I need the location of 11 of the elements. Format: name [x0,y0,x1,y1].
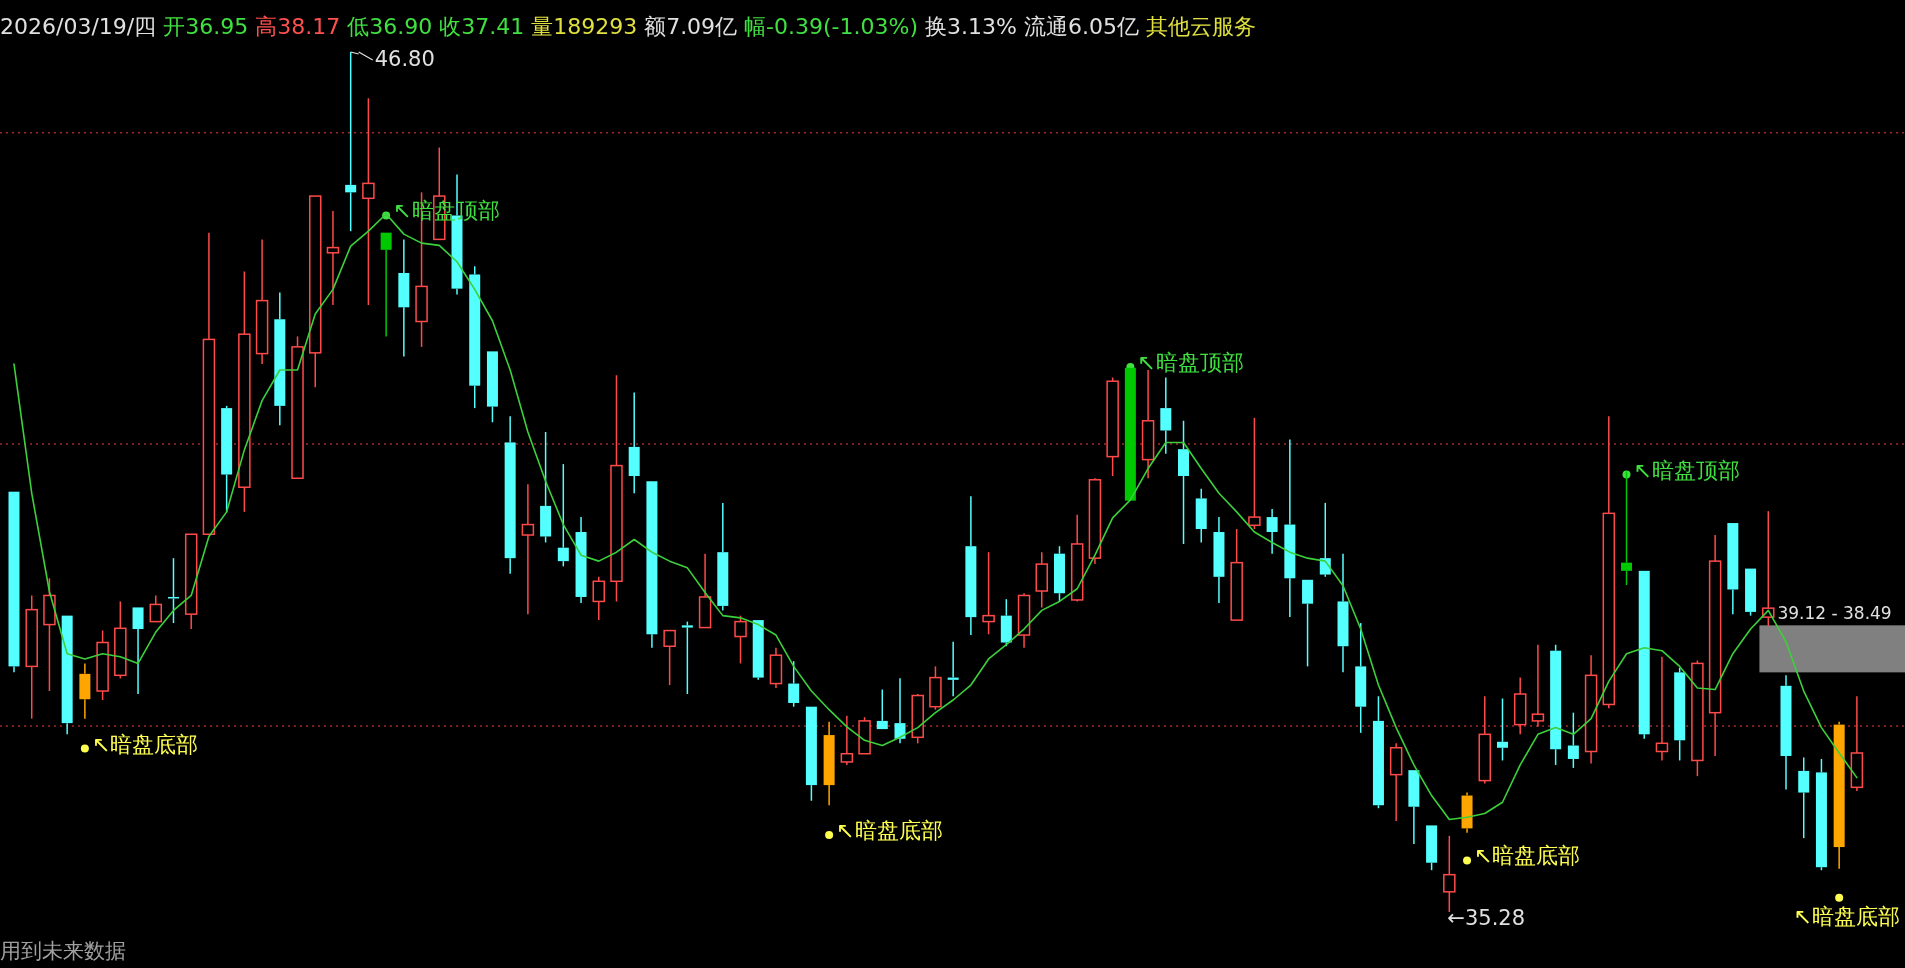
text: ↖暗盘底部 [1793,903,1900,929]
annotation: ←35.28 [1447,906,1526,930]
text: 用到未来数据 [0,939,126,963]
text: ↖暗盘底部 [836,818,943,844]
series-label: ↖暗盘底部 [91,731,199,757]
text: ↖暗盘底部 [1474,843,1581,869]
chart-title: 2026/03/19/四 开36.95 高38.17 低36.90 收37.41 量189293 额7.09亿 幅-0.39(-1.03%) 换3.13% 流通6.05亿 其他云服务 [0,14,1256,39]
text: ↖暗盘顶部 [1633,457,1740,483]
band-label: 39.12 - 38.49 [1777,603,1892,624]
annotation: 46.80 [374,47,435,71]
text: ↖暗盘顶部 [1137,350,1244,376]
